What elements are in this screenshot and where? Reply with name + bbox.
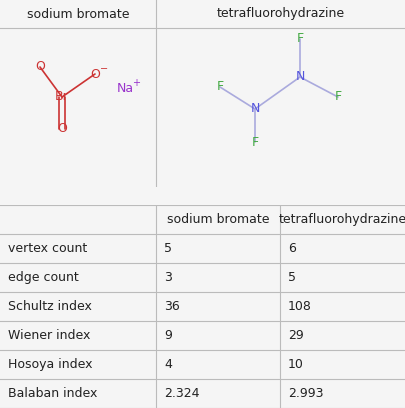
Text: vertex count: vertex count [8,242,87,255]
Text: 6: 6 [288,242,296,255]
Text: O: O [35,60,45,73]
Text: 2.324: 2.324 [164,387,200,400]
Text: 3: 3 [164,271,172,284]
Text: edge count: edge count [8,271,79,284]
Text: tetrafluorohydrazine: tetrafluorohydrazine [279,213,405,226]
Text: Hosoya index: Hosoya index [8,358,92,371]
Text: sodium bromate: sodium bromate [27,7,129,20]
Text: F: F [335,91,341,104]
Text: Wiener index: Wiener index [8,329,90,342]
Text: tetrafluorohydrazine: tetrafluorohydrazine [216,7,345,20]
Text: N: N [295,71,305,84]
Text: 5: 5 [288,271,296,284]
Text: 10: 10 [288,358,304,371]
Text: F: F [216,80,224,93]
Text: 2.993: 2.993 [288,387,324,400]
Text: −: − [100,64,108,74]
Text: 29: 29 [288,329,304,342]
Text: N: N [250,102,260,115]
Text: 36: 36 [164,300,180,313]
Text: +: + [132,78,140,88]
Text: 5: 5 [164,242,172,255]
Text: sodium bromate: sodium bromate [167,213,269,226]
Text: 9: 9 [164,329,172,342]
Text: Balaban index: Balaban index [8,387,97,400]
Text: F: F [252,135,258,149]
Text: O: O [90,67,100,80]
Text: Br: Br [55,91,69,104]
Text: Schultz index: Schultz index [8,300,92,313]
Text: 108: 108 [288,300,312,313]
Text: F: F [296,33,304,46]
Text: O: O [57,122,67,135]
Text: 4: 4 [164,358,172,371]
Text: Na: Na [117,82,134,95]
